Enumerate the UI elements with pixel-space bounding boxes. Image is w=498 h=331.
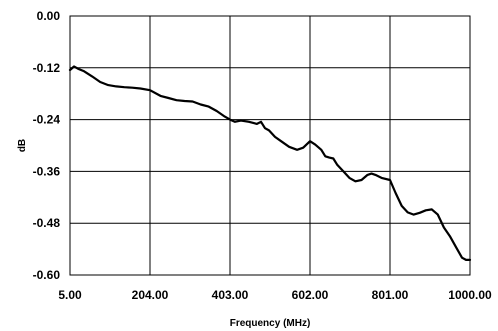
y-tick-label-5: -0.60 <box>33 268 61 282</box>
series-line-0 <box>68 65 472 261</box>
x-tick-label-5: 1000.00 <box>448 288 492 302</box>
x-axis-label: Frequency (MHz) <box>230 318 311 329</box>
y-tick-label-0: 0.00 <box>37 9 61 23</box>
x-axis-ticks: 5.00 204.00 403.00 602.00 801.00 1000.00 <box>58 288 492 302</box>
y-tick-label-1: -0.12 <box>33 61 61 75</box>
y-tick-label-2: -0.24 <box>33 113 61 127</box>
x-tick-label-4: 801.00 <box>372 288 409 302</box>
grid <box>69 15 471 276</box>
series-layer <box>68 65 472 261</box>
x-tick-label-1: 204.00 <box>132 288 169 302</box>
x-tick-label-0: 5.00 <box>58 288 82 302</box>
plot-frame <box>69 15 471 276</box>
y-axis-ticks: 0.00 -0.12 -0.24 -0.36 -0.48 -0.60 <box>33 9 61 282</box>
y-tick-label-3: -0.36 <box>33 164 61 178</box>
x-tick-label-3: 602.00 <box>292 288 329 302</box>
x-tick-label-2: 403.00 <box>212 288 249 302</box>
y-axis-label: dB <box>17 139 28 152</box>
y-tick-label-4: -0.48 <box>33 216 61 230</box>
